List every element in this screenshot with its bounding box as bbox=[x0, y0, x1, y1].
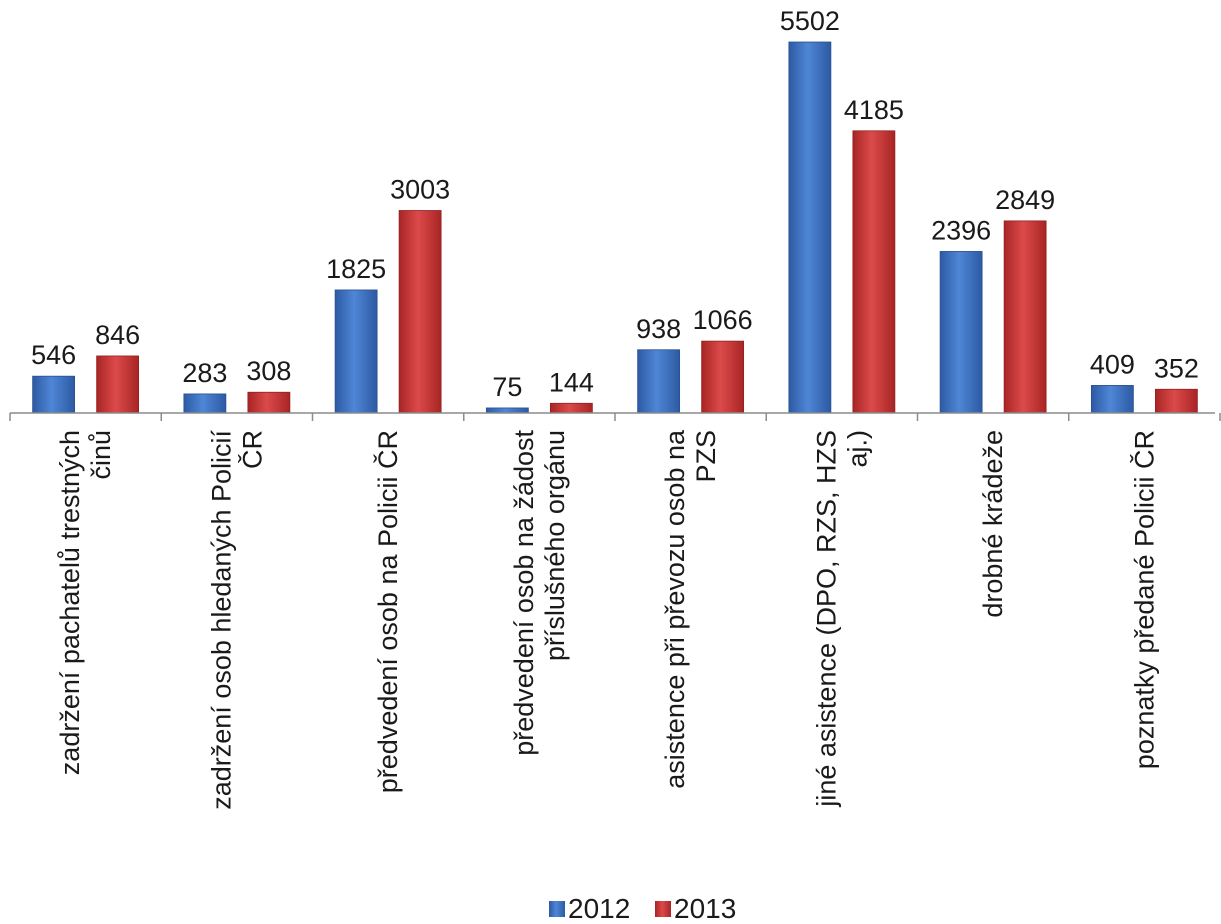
bar-2013-5 bbox=[701, 340, 745, 414]
category-label-8: poznatky předané Policii ČR bbox=[1128, 430, 1159, 769]
category-label-line: předvedení osob na žádost bbox=[509, 430, 539, 756]
category-label-7: drobné krádeže bbox=[978, 430, 1008, 618]
legend-item-2012: 2012 bbox=[549, 893, 630, 924]
legend-label-2013: 2013 bbox=[674, 893, 736, 924]
value-label-2013-4: 144 bbox=[549, 367, 594, 397]
bar-2013-4 bbox=[549, 402, 593, 414]
legend-swatch-2013 bbox=[655, 901, 671, 917]
category-label-4: předvedení osob na žádost příslušného org… bbox=[509, 430, 570, 756]
category-label-2: zadržení osob hledaných Policií ČR bbox=[206, 430, 267, 810]
bar-2012-5 bbox=[637, 349, 681, 414]
value-label-2013-3: 3003 bbox=[390, 175, 450, 205]
bar-2012-6 bbox=[788, 41, 832, 414]
value-label-2012-1: 546 bbox=[31, 340, 76, 370]
value-label-2012-4: 75 bbox=[492, 372, 522, 402]
bar-2012-4 bbox=[485, 407, 529, 414]
bar-2012-3 bbox=[334, 289, 378, 414]
category-label-line: jiné asistence (DPO, RZS, HZS bbox=[811, 430, 841, 808]
category-label-line: předvedení osob na Policii ČR bbox=[372, 430, 403, 793]
category-label-line: příslušného orgánu bbox=[540, 430, 570, 661]
category-labels: zadržení pachatelů trestných činů zadržení… bbox=[55, 429, 1159, 810]
bar-2013-8 bbox=[1154, 388, 1198, 414]
legend: 2012 2013 bbox=[549, 893, 736, 924]
category-label-line: zadržení osob hledaných Policií bbox=[206, 430, 236, 810]
value-label-2012-3: 1825 bbox=[326, 254, 386, 284]
category-label-line: drobné krádeže bbox=[978, 430, 1008, 618]
value-label-2012-8: 409 bbox=[1090, 349, 1135, 379]
category-label-line: poznatky předané Policii ČR bbox=[1128, 430, 1159, 769]
value-label-2013-8: 352 bbox=[1154, 353, 1199, 383]
category-label-1: zadržení pachatelů trestných činů bbox=[55, 430, 116, 775]
category-label-line: aj.) bbox=[842, 430, 872, 468]
value-label-2013-5: 1066 bbox=[693, 305, 753, 335]
legend-item-2013: 2013 bbox=[655, 893, 736, 924]
bars-layer bbox=[32, 41, 1198, 414]
value-label-2013-2: 308 bbox=[246, 356, 291, 386]
value-label-2012-5: 938 bbox=[636, 314, 681, 344]
value-label-2013-1: 846 bbox=[95, 320, 140, 350]
value-label-2013-6: 4185 bbox=[844, 95, 904, 125]
bar-2013-3 bbox=[398, 210, 442, 414]
category-label-line: ČR bbox=[236, 430, 267, 469]
bar-2013-2 bbox=[247, 391, 291, 414]
category-label-6: jiné asistence (DPO, RZS, HZS aj.) bbox=[811, 430, 872, 808]
category-label-line: činů bbox=[86, 430, 116, 480]
category-label-line: zadržení pachatelů trestných bbox=[55, 430, 85, 775]
legend-label-2012: 2012 bbox=[568, 893, 630, 924]
x-axis-ticks bbox=[9, 413, 1221, 421]
bar-2012-8 bbox=[1090, 385, 1134, 414]
legend-swatch-2012 bbox=[549, 901, 565, 917]
value-label-2013-7: 2849 bbox=[995, 185, 1055, 215]
value-label-2012-2: 283 bbox=[182, 358, 227, 388]
value-labels: 546 846 283 308 1825 3003 75 144 938 1066 5502 4185… bbox=[31, 6, 1199, 402]
value-label-2012-7: 2396 bbox=[931, 215, 991, 245]
bar-2012-2 bbox=[183, 393, 227, 414]
category-label-line: asistence při převozu osob na bbox=[660, 429, 690, 789]
bar-2013-7 bbox=[1003, 220, 1047, 414]
bar-2013-6 bbox=[852, 130, 896, 414]
bar-2013-1 bbox=[96, 355, 140, 414]
bar-2012-7 bbox=[939, 251, 983, 414]
category-label-3: předvedení osob na Policii ČR bbox=[372, 430, 403, 793]
bar-2012-1 bbox=[32, 375, 76, 414]
value-label-2012-6: 5502 bbox=[780, 6, 840, 36]
category-label-line: PZS bbox=[691, 430, 721, 483]
category-label-5: asistence při převozu osob na PZS bbox=[660, 429, 721, 789]
